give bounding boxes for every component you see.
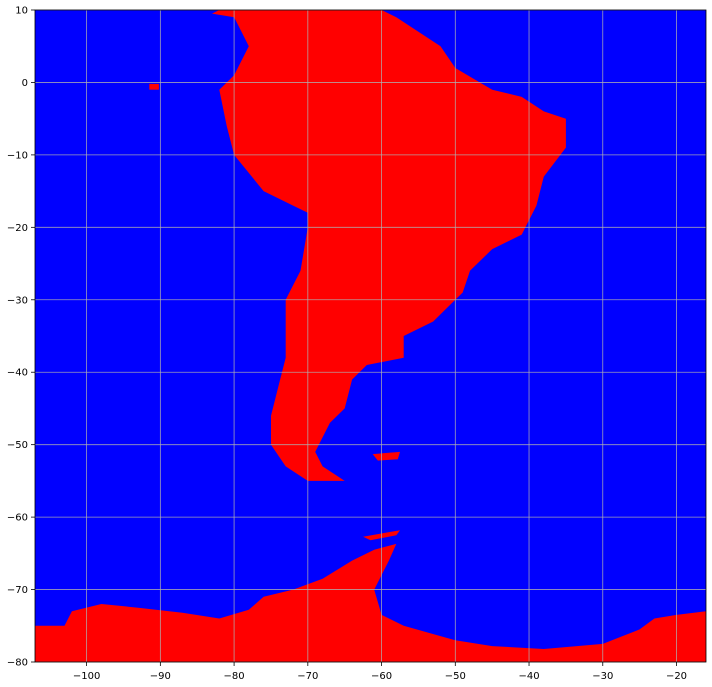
x-tick-label: −30	[592, 671, 613, 682]
y-tick-label: −80	[7, 658, 28, 669]
y-axis: 10 0 −10 −20 −30 −40 −50 −60 −70 −80	[7, 6, 35, 669]
x-tick-label: −80	[224, 671, 245, 682]
grid	[35, 9, 706, 663]
land-galapagos	[149, 83, 159, 90]
y-tick-label: −20	[7, 223, 28, 234]
map-plot-area	[35, 10, 706, 662]
x-tick-label: −70	[297, 671, 318, 682]
y-tick-label: 10	[15, 6, 28, 17]
land-masses	[35, 10, 706, 662]
land-falklands	[372, 451, 400, 461]
y-tick-label: −40	[7, 368, 28, 379]
land-antarctica	[35, 543, 706, 662]
x-tick-label: −40	[518, 671, 539, 682]
x-tick-label: −20	[666, 671, 687, 682]
y-tick-label: −60	[7, 513, 28, 524]
y-tick-label: −10	[7, 150, 28, 161]
plot-frame	[34, 9, 707, 663]
y-tick-label: −50	[7, 440, 28, 451]
land-south-america	[212, 10, 566, 481]
x-tick-label: −50	[445, 671, 466, 682]
x-tick-label: −90	[150, 671, 171, 682]
y-tick-label: 0	[22, 78, 28, 89]
x-tick-label: −100	[73, 671, 100, 682]
x-axis: −100 −90 −80 −70 −60 −50 −40 −30 −20	[73, 662, 687, 682]
y-tick-label: −70	[7, 585, 28, 596]
y-tick-label: −30	[7, 295, 28, 306]
x-tick-label: −60	[371, 671, 392, 682]
